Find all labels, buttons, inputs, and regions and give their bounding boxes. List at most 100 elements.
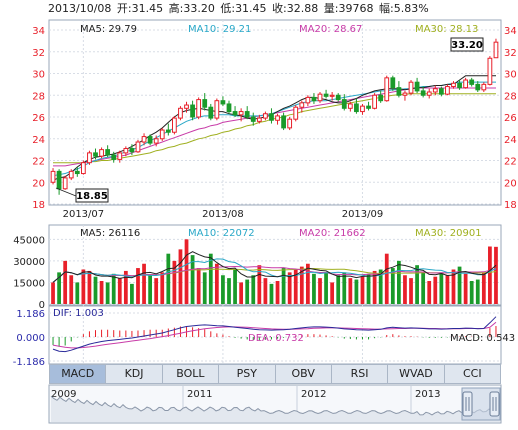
candle-body xyxy=(481,83,487,91)
macd-legend-dea: DEA: 0.732 xyxy=(248,333,304,344)
candlestick xyxy=(341,94,347,111)
volume-bar xyxy=(221,275,225,304)
tab-wvad[interactable]: WVAD xyxy=(388,365,445,383)
candlestick xyxy=(214,98,220,121)
price-x-tick: 2013/09 xyxy=(342,209,384,220)
candle-body xyxy=(111,154,117,160)
overview-right-handle-icon[interactable] xyxy=(489,391,500,417)
volume-bar xyxy=(403,275,407,304)
volume-bar xyxy=(93,276,98,304)
candlestick xyxy=(269,108,274,124)
price-y-tick-left: 32 xyxy=(32,48,45,59)
candlestick xyxy=(165,123,171,136)
candlestick xyxy=(80,160,86,175)
price-ma-legend-ma10: MA10: 29.21 xyxy=(188,24,251,35)
volume-bar xyxy=(208,253,213,304)
volume-bar xyxy=(148,275,152,304)
volume-bar xyxy=(81,269,86,304)
candle-body xyxy=(414,81,420,92)
volume-bar xyxy=(69,275,74,304)
candlestick xyxy=(408,80,414,96)
candlestick xyxy=(220,96,226,107)
price-x-tick: 2013/07 xyxy=(63,209,105,220)
tab-boll[interactable]: BOLL xyxy=(163,365,220,383)
candle-body xyxy=(99,149,104,157)
candle-body xyxy=(256,117,262,122)
volume-ma-legend-ma20: MA20: 21662 xyxy=(299,228,366,239)
volume-bar xyxy=(257,265,262,304)
volume-bar xyxy=(421,272,426,304)
volume-bar xyxy=(57,272,61,304)
candlestick xyxy=(202,93,208,111)
candlestick xyxy=(50,168,56,185)
tab-kdj[interactable]: KDJ xyxy=(106,365,163,383)
candlestick xyxy=(232,106,238,117)
volume-bar xyxy=(105,282,110,304)
candlestick xyxy=(305,95,311,107)
volume-bar xyxy=(475,279,480,304)
overview-x-tick: 2013 xyxy=(415,389,440,400)
price-y-tick-right: 22 xyxy=(504,157,517,168)
candle-body xyxy=(244,111,250,118)
volume-bar xyxy=(372,270,377,304)
candle-body xyxy=(323,93,329,97)
candlestick xyxy=(354,98,359,114)
candlestick xyxy=(366,101,371,111)
candlestick xyxy=(469,77,475,87)
candle-body xyxy=(378,94,384,102)
dif-line xyxy=(52,316,497,353)
tab-rsi[interactable]: RSI xyxy=(332,365,389,383)
candlestick xyxy=(123,146,129,157)
candle-body xyxy=(129,148,135,153)
volume-bar xyxy=(427,281,432,304)
candlestick xyxy=(396,81,402,98)
candlestick xyxy=(438,86,444,97)
candlestick xyxy=(208,103,214,121)
min-annotation: 18.85 xyxy=(55,187,109,203)
price-y-tick-left: 20 xyxy=(32,178,45,189)
candlestick xyxy=(184,101,189,113)
overview-scroll-handle[interactable] xyxy=(461,387,501,421)
volume-bar xyxy=(451,269,456,304)
candle-body xyxy=(311,96,317,102)
volume-bar xyxy=(142,263,146,304)
volume-bar xyxy=(245,279,250,304)
candlestick xyxy=(420,86,426,98)
volume-bar xyxy=(384,253,389,304)
volume-bar xyxy=(342,272,347,304)
volume-bar xyxy=(299,266,304,304)
price-y-tick-left: 22 xyxy=(32,157,45,168)
tab-psy[interactable]: PSY xyxy=(219,365,276,383)
candlestick xyxy=(299,100,305,113)
volume-bar xyxy=(172,260,177,304)
candlestick xyxy=(323,89,329,99)
candle-body xyxy=(238,111,244,116)
volume-y-tick: 0 xyxy=(39,300,45,311)
volume-y-tick: 30000 xyxy=(13,257,45,268)
candle-body xyxy=(232,111,238,116)
candle-body xyxy=(141,136,147,143)
price-y-tick-right: 18 xyxy=(504,200,517,211)
candle-body xyxy=(281,115,286,129)
overview-left-handle-icon[interactable] xyxy=(462,391,473,417)
volume-bar xyxy=(312,273,316,304)
candlestick xyxy=(445,84,450,96)
candle-body xyxy=(250,116,256,122)
candlestick xyxy=(426,88,432,99)
volume-panel-frame xyxy=(48,224,502,306)
tab-cci[interactable]: CCI xyxy=(463,367,482,380)
volume-bar xyxy=(330,282,335,304)
volume-bar xyxy=(366,273,371,304)
tab-macd[interactable]: MACD xyxy=(50,365,107,383)
volume-bar xyxy=(184,239,189,304)
volume-bar xyxy=(202,272,207,304)
volume-bar xyxy=(63,260,68,304)
volume-bar xyxy=(275,281,280,304)
candle-body xyxy=(165,129,171,133)
macd-legend-macd: MACD: 0.543 xyxy=(450,333,515,344)
candlestick xyxy=(244,106,250,120)
volume-bar xyxy=(481,272,486,304)
tab-obv[interactable]: OBV xyxy=(276,365,332,383)
candle-body xyxy=(220,100,226,105)
